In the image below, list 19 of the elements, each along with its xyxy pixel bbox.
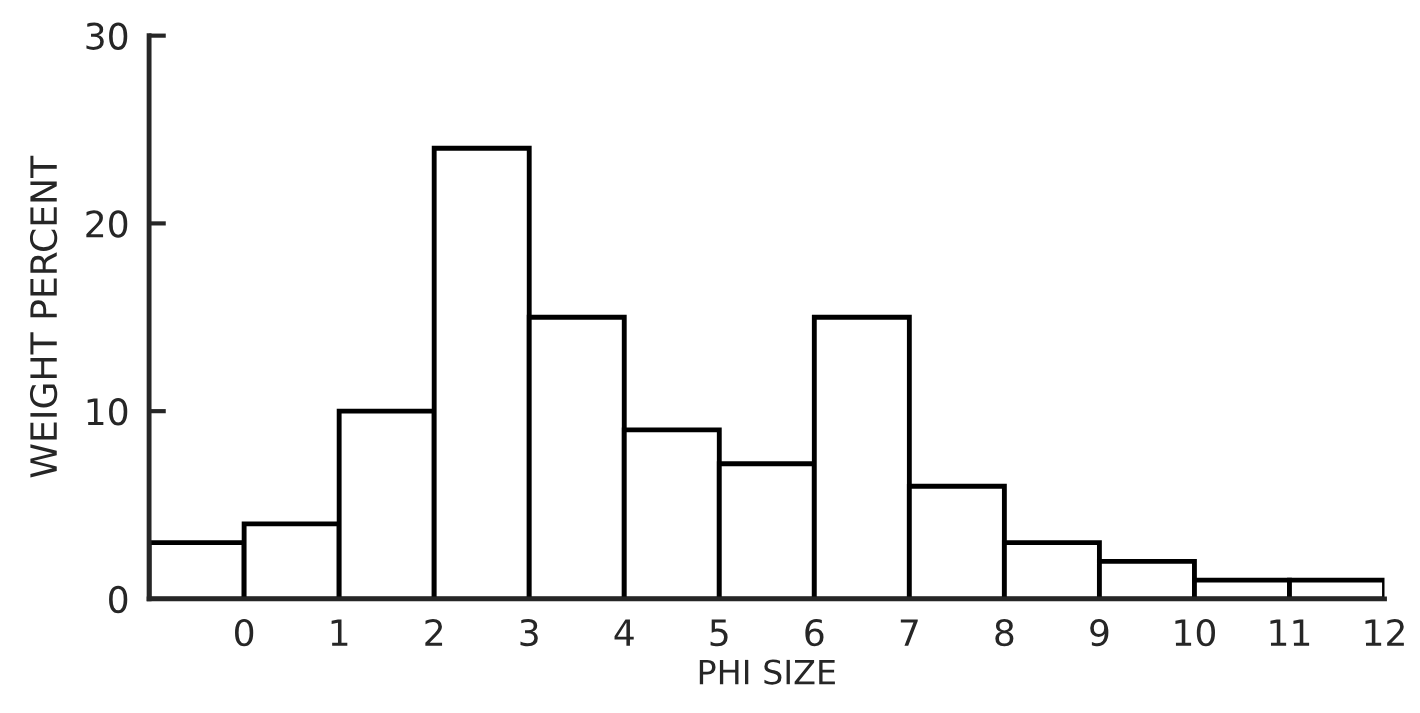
x-tick-label: 1 [331,619,348,646]
x-tick-label: 7 [900,619,918,646]
x-tick-label: 11 [1270,619,1310,646]
x-tick-label: 2 [425,619,443,646]
x-tick-label: 5 [710,619,728,647]
y-tick-label: 30 [86,22,128,50]
x-tick-label: 4 [614,619,634,646]
x-tick-label: 12 [1365,619,1404,646]
y-axis-title: WEIGHT PERCENT [29,155,58,478]
y-tick-label: 0 [109,585,128,614]
x-tick-label: 0 [235,619,254,647]
x-axis-title: PHI SIZE [699,659,835,685]
x-tick-label: 3 [520,619,538,647]
x-tick-label: 8 [995,619,1014,647]
x-tick-label: 10 [1175,619,1216,647]
y-tick-label: 10 [87,398,128,426]
y-tick-label: 20 [86,210,128,238]
x-tick-label: 6 [805,619,824,647]
x-tick-label: 9 [1090,619,1109,647]
